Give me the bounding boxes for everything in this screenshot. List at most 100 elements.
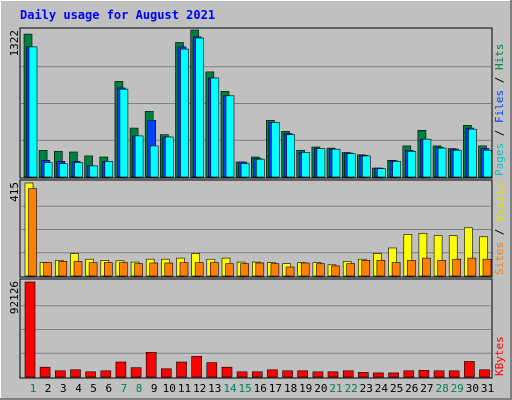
x-axis-label-6: 6	[105, 382, 112, 395]
top-pages-bar-4	[74, 162, 83, 178]
top-pages-bar-29	[452, 150, 462, 178]
x-axis-label-9: 9	[151, 382, 158, 395]
x-axis-label-11: 11	[178, 382, 191, 395]
middle-sites-bar-23	[361, 259, 371, 277]
legend-hits: Hits	[493, 44, 506, 71]
top-pages-bar-25	[392, 161, 401, 178]
bottom-kbytes-bar-19	[297, 370, 309, 378]
top-pages-bar-12	[195, 37, 204, 178]
bottom-ymax-label: 92126	[8, 281, 21, 314]
top-pages-bar-27	[422, 138, 432, 178]
middle-sites-bar-5	[88, 262, 98, 277]
middle-sites-bar-30	[467, 257, 477, 277]
bottom-kbytes-bar-10	[161, 368, 172, 378]
middle-sites-bar-4	[73, 261, 83, 277]
x-axis-label-14: 14	[223, 382, 237, 395]
bottom-kbytes-bar-17	[267, 369, 278, 378]
bottom-kbytes-bar-5	[85, 371, 96, 378]
x-axis-label-16: 16	[254, 382, 267, 395]
x-axis-label-17: 17	[269, 382, 282, 395]
top-pages-bar-26	[407, 151, 417, 178]
x-axis-label-13: 13	[208, 382, 221, 395]
top-pages-bar-2	[43, 162, 53, 178]
x-axis-label-31: 31	[481, 382, 494, 395]
top-pages-bar-22	[346, 153, 356, 178]
middle-sites-bar-15	[240, 263, 249, 277]
top-pages-bar-16	[255, 158, 265, 178]
bottom-kbytes-bar-31	[479, 369, 490, 378]
x-axis-label-23: 23	[360, 382, 373, 395]
x-axis-label-24: 24	[375, 382, 389, 395]
x-axis-label-26: 26	[405, 382, 418, 395]
bottom-kbytes-bar-11	[176, 361, 187, 378]
bottom-kbytes-bar-3	[54, 370, 66, 378]
x-axis-label-7: 7	[121, 382, 128, 395]
bottom-kbytes-bar-14	[221, 366, 233, 378]
bottom-kbytes-bar-8	[130, 367, 142, 378]
middle-sites-bar-26	[406, 259, 416, 277]
middle-sites-bar-16	[255, 262, 265, 277]
middle-sites-bar-7	[119, 262, 128, 277]
x-axis-label-2: 2	[45, 382, 52, 395]
x-axis-label-15: 15	[238, 382, 251, 395]
x-axis-labels: 1 2 3 4 5 6 7 8 9 10 11 12 13 14 15 16 17 18 19 20 21 22 23 24 2…	[30, 382, 494, 395]
top-pages-bar-18	[286, 134, 295, 178]
x-axis-label-20: 20	[314, 382, 327, 395]
bottom-kbytes-bar-21	[327, 371, 339, 378]
x-axis-label-4: 4	[75, 382, 82, 395]
bottom-kbytes-bar-25	[388, 372, 399, 378]
middle-sites-bar-17	[270, 263, 280, 277]
bottom-kbytes-bar-18	[282, 370, 293, 378]
middle-sites-bar-21	[331, 265, 340, 277]
top-pages-bar-23	[361, 155, 371, 178]
x-axis-label-18: 18	[284, 382, 297, 395]
top-pages-bar-13	[210, 77, 220, 178]
x-axis-label-5: 5	[90, 382, 97, 395]
top-pages-bar-28	[437, 147, 447, 178]
middle-sites-bar-12	[194, 262, 204, 277]
x-axis-label-3: 3	[60, 382, 67, 395]
top-pages-bar-30	[468, 128, 477, 178]
x-axis-label-29: 29	[451, 382, 464, 395]
middle-sites-bar-24	[376, 259, 386, 277]
bottom-kbytes-bar-15	[236, 371, 248, 378]
middle-sites-bar-13	[210, 262, 219, 277]
gridlines	[21, 66, 491, 354]
middle-sites-bar-20	[316, 263, 325, 277]
x-axis-label-12: 12	[193, 382, 206, 395]
legend-top: Pages / Files / Hits	[493, 44, 506, 177]
legend-visits: Visits	[493, 182, 506, 222]
x-axis-label-8: 8	[136, 382, 143, 395]
top-pages-bar-10	[165, 136, 174, 178]
bottom-kbytes-bar-7	[115, 361, 127, 378]
x-axis-label-30: 30	[466, 382, 479, 395]
middle-sites-bar-28	[437, 259, 446, 277]
middle-sites-bar-27	[422, 257, 431, 277]
middle-sites-bar-6	[104, 262, 113, 277]
x-axis-label-28: 28	[435, 382, 448, 395]
bottom-kbytes-bar-26	[403, 370, 415, 378]
bottom-kbytes-bar-4	[70, 369, 81, 378]
bars	[23, 29, 492, 378]
x-axis-label-10: 10	[163, 382, 176, 395]
middle-sites-bar-25	[391, 262, 401, 277]
legend-sites: Sites	[493, 242, 506, 275]
top-pages-bar-20	[316, 148, 326, 178]
middle-sites-bar-31	[482, 258, 492, 277]
middle-sites-bar-3	[58, 261, 68, 277]
x-axis-label-27: 27	[420, 382, 433, 395]
top-pages-bar-9	[149, 145, 159, 178]
top-ymax-label: 1322	[8, 30, 21, 57]
x-axis-label-21: 21	[329, 382, 342, 395]
bottom-kbytes-bar-2	[39, 366, 51, 378]
top-pages-bar-7	[119, 88, 129, 178]
bottom-kbytes-bar-29	[448, 370, 460, 378]
bottom-kbytes-bar-6	[100, 370, 112, 378]
middle-sites-bar-8	[134, 263, 143, 277]
top-pages-bar-17	[271, 122, 280, 178]
top-pages-bar-31	[483, 150, 492, 178]
bottom-kbytes-bar-23	[357, 372, 369, 378]
top-pages-bar-3	[58, 163, 68, 178]
middle-sites-bar-1	[28, 188, 37, 277]
